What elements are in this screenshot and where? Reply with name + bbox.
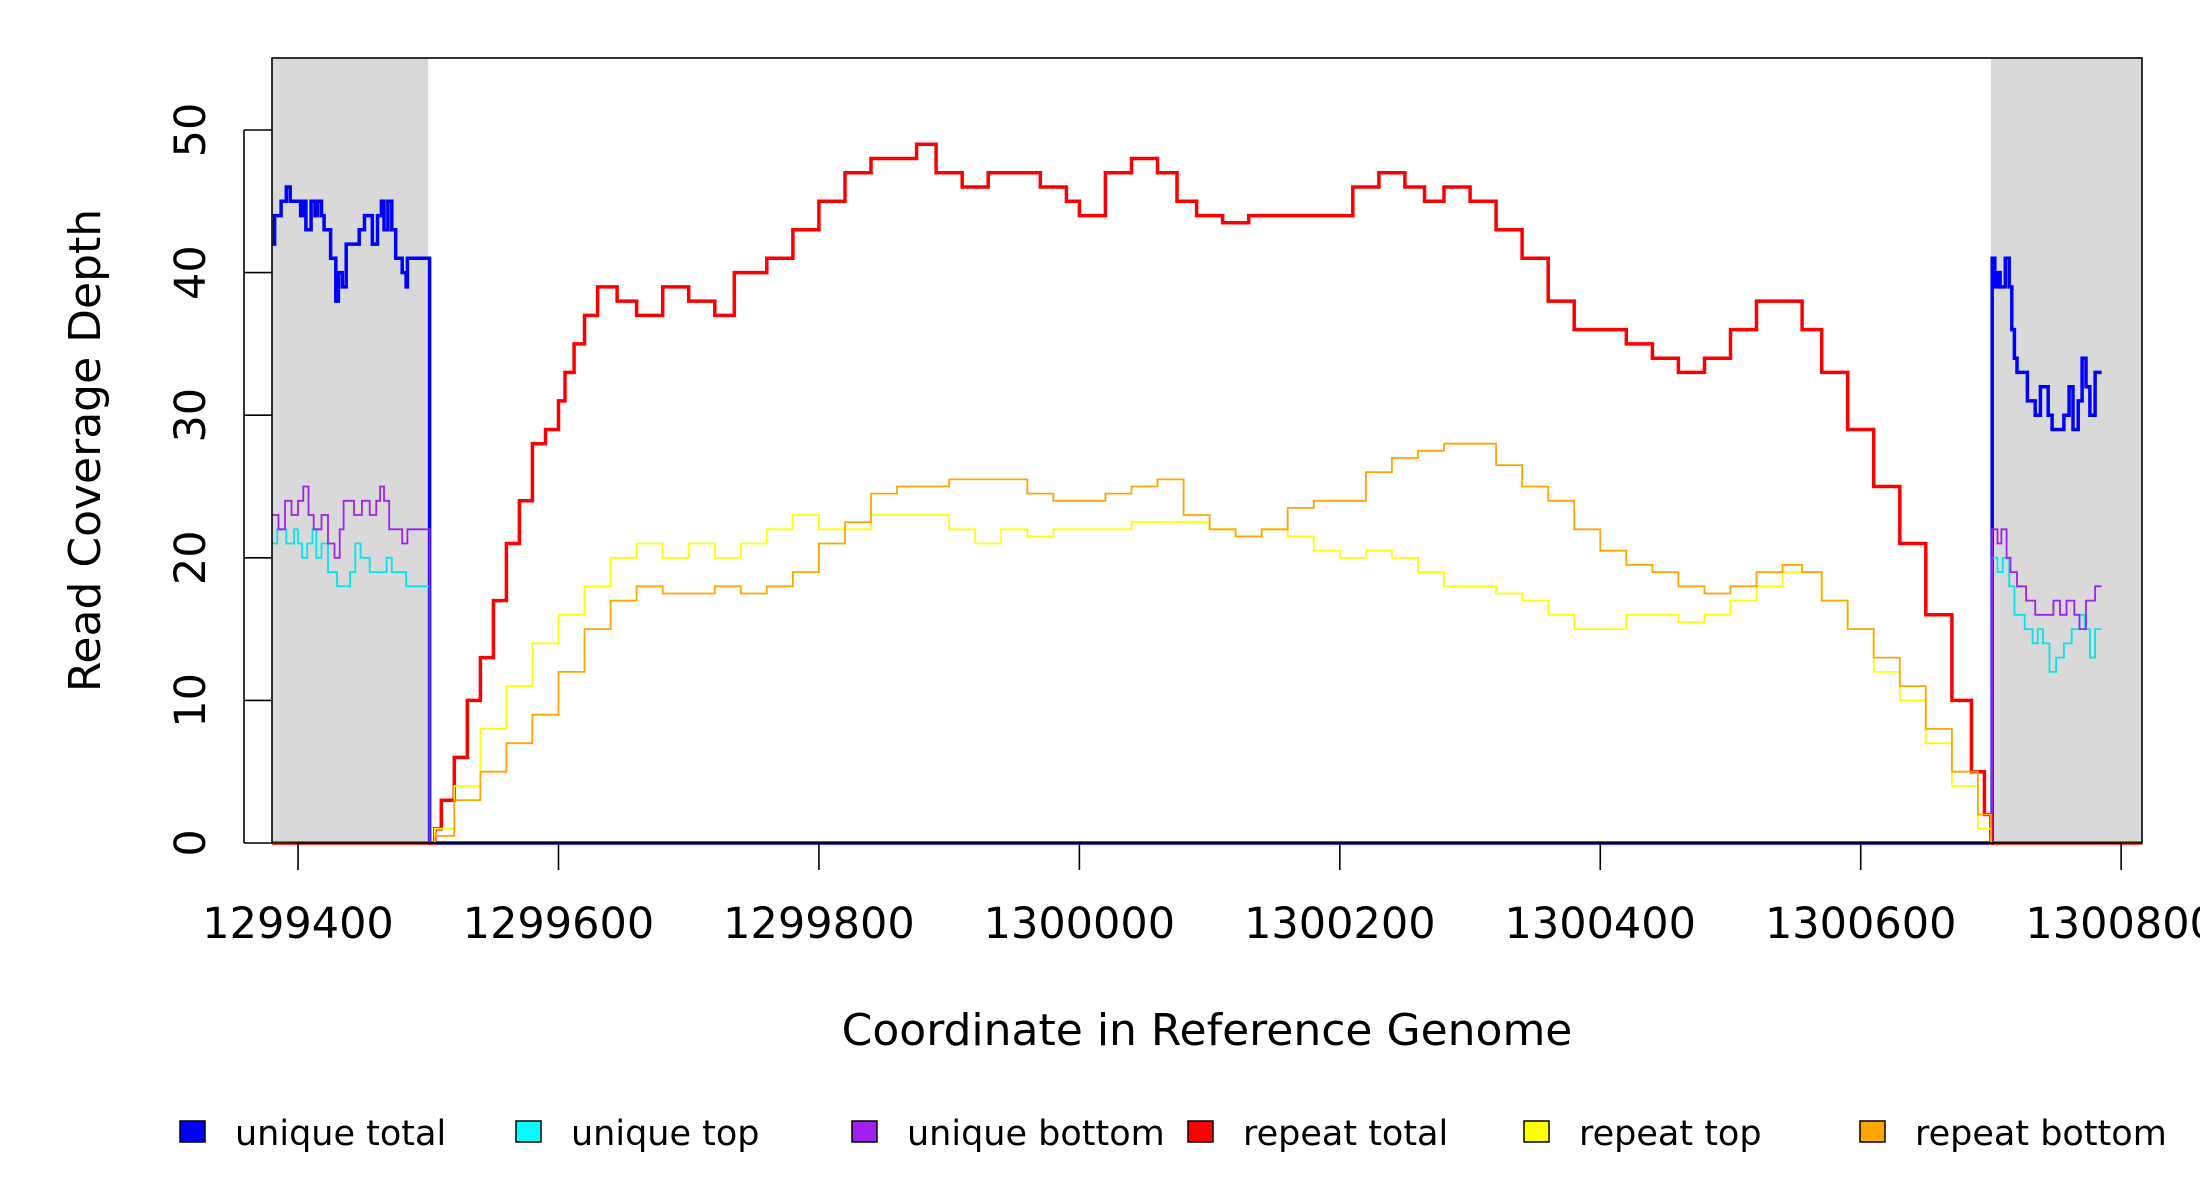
y-tick-label: 30 — [166, 388, 216, 443]
excluded-region-shading — [272, 58, 2142, 843]
legend-swatch-repeat-top — [1523, 1120, 1550, 1143]
series-layer — [272, 142, 2142, 845]
x-axis-title: Coordinate in Reference Genome — [842, 1005, 1573, 1056]
x-tick-label: 1299600 — [463, 899, 655, 949]
x-tick-label: 1300400 — [1505, 899, 1697, 949]
shaded-region-1 — [272, 58, 429, 843]
legend: unique total unique top unique bottom repea… — [179, 1114, 2167, 1154]
series-line-unique-top — [272, 528, 2102, 844]
y-axis-title: Read Coverage Depth — [60, 209, 111, 692]
legend-label-repeat-bottom: repeat bottom — [1915, 1114, 2167, 1154]
series-line-repeat-top — [272, 514, 2142, 844]
y-tick-label: 10 — [166, 673, 216, 728]
legend-label-unique-top: unique top — [571, 1114, 760, 1154]
legend-label-repeat-total: repeat total — [1243, 1114, 1448, 1154]
series-line-repeat-bottom — [272, 442, 2142, 844]
legend-swatch-repeat-bottom — [1859, 1120, 1886, 1143]
legend-swatch-unique-top — [515, 1120, 542, 1143]
y-tick-label: 40 — [166, 245, 216, 300]
y-tick-label: 50 — [166, 103, 216, 158]
x-tick-label: 1300800 — [2025, 899, 2200, 949]
legend-label-unique-bottom: unique bottom — [907, 1114, 1165, 1154]
legend-label-unique-total: unique total — [235, 1114, 446, 1154]
legend-swatch-unique-bottom — [851, 1120, 878, 1143]
x-axis: 1299400 1299600 1299800 1300000 1300200 13004… — [202, 842, 2200, 949]
shaded-region-2 — [1990, 58, 2142, 843]
x-tick-label: 1300200 — [1244, 899, 1436, 949]
y-tick-label: 20 — [166, 530, 216, 585]
series-line-unique-total — [272, 185, 2102, 845]
plot-frame — [271, 57, 2143, 844]
x-tick-label: 1300000 — [984, 899, 1176, 949]
legend-label-repeat-top: repeat top — [1579, 1114, 1762, 1154]
series-line-unique-bottom — [272, 485, 2102, 844]
x-tick-label: 1299400 — [202, 899, 394, 949]
series-line-repeat-total — [272, 142, 2142, 845]
y-axis: 0 10 20 30 40 50 — [166, 103, 272, 857]
legend-swatch-unique-total — [179, 1120, 206, 1143]
legend-swatch-repeat-total — [1187, 1120, 1214, 1143]
y-tick-label: 0 — [166, 829, 216, 856]
x-tick-label: 1299800 — [723, 899, 915, 949]
x-tick-label: 1300600 — [1765, 899, 1957, 949]
